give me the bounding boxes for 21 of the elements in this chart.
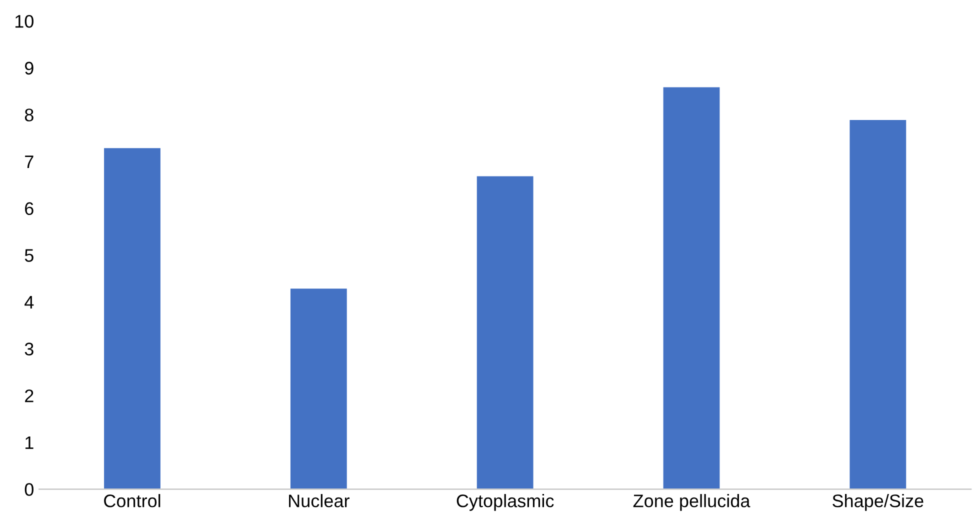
bar: [102, 146, 162, 490]
bar: [475, 174, 535, 490]
y-tick-label: 4: [24, 296, 34, 308]
y-tick-label: 5: [24, 249, 34, 262]
y-tick-label: 0: [24, 483, 34, 496]
y-tick-label: 10: [15, 14, 34, 28]
bar: [848, 118, 908, 490]
y-tick-label: 9: [24, 62, 34, 75]
x-tick-label: Control: [104, 494, 160, 508]
y-tick-label: 6: [25, 202, 34, 216]
x-tick-label: Cytoplasmic: [456, 494, 554, 511]
x-tick-label: Zone pellucida: [633, 494, 750, 511]
bar: [662, 86, 722, 490]
y-tick-label: 8: [24, 108, 34, 122]
y-tick-label: 1: [26, 436, 34, 449]
x-tick-label: Shape/Size: [832, 494, 924, 511]
bar: [289, 287, 348, 490]
y-tick-label: 2: [25, 389, 34, 402]
x-tick-label: Nuclear: [289, 494, 350, 508]
y-tick-label: 3: [24, 342, 34, 356]
y-tick-label: 7: [25, 156, 34, 168]
